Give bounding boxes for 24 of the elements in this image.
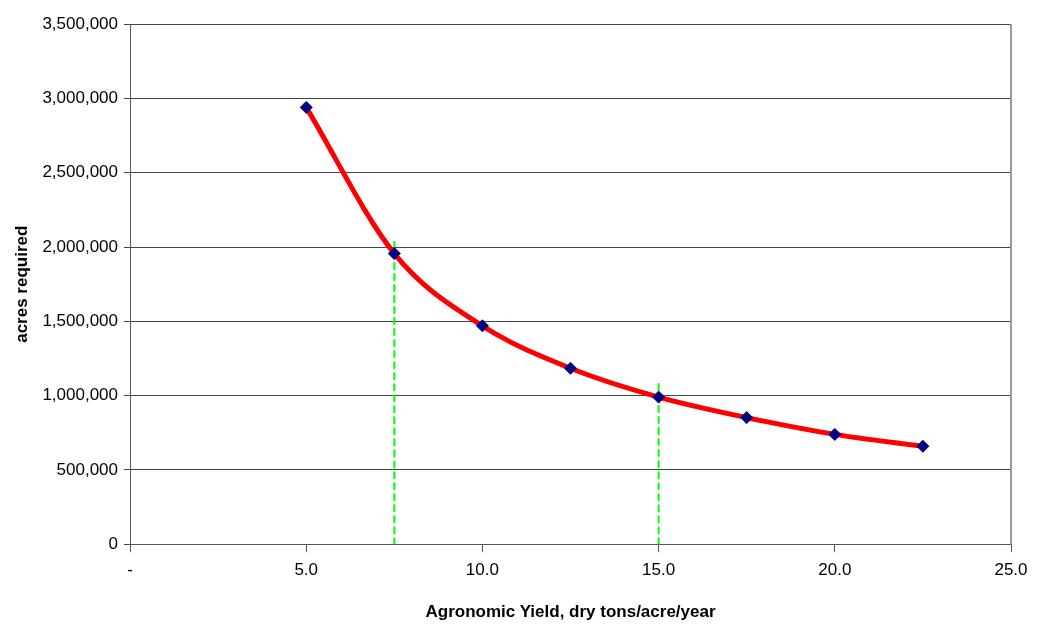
x-axis-title: Agronomic Yield, dry tons/acre/year (425, 602, 716, 622)
y-tick-label: 500,000 (56, 459, 119, 479)
point (916, 439, 930, 453)
point (652, 390, 666, 404)
x-tick-label: - (127, 560, 133, 580)
point (740, 411, 754, 425)
x-tick-label: 25.0 (994, 560, 1028, 580)
point (387, 247, 401, 261)
y-tick-label: 3,000,000 (42, 88, 119, 108)
y-axis-title: acres required (11, 225, 31, 343)
y-tick-label: 2,000,000 (42, 236, 119, 256)
point (564, 361, 578, 375)
y-tick-label: 2,500,000 (42, 162, 119, 182)
x-tick-label: 5.0 (294, 560, 319, 580)
y-tick-label: 1,000,000 (42, 385, 119, 405)
x-tick-label: 15.0 (642, 560, 676, 580)
y-tick-label: 1,500,000 (42, 311, 119, 331)
y-tick-label: 0 (108, 533, 119, 553)
x-tick-label: 20.0 (818, 560, 852, 580)
x-tick-label: 10.0 (465, 560, 499, 580)
point (828, 427, 842, 441)
point (299, 100, 313, 114)
point (475, 319, 489, 333)
y-tick-label: 3,500,000 (42, 13, 119, 33)
